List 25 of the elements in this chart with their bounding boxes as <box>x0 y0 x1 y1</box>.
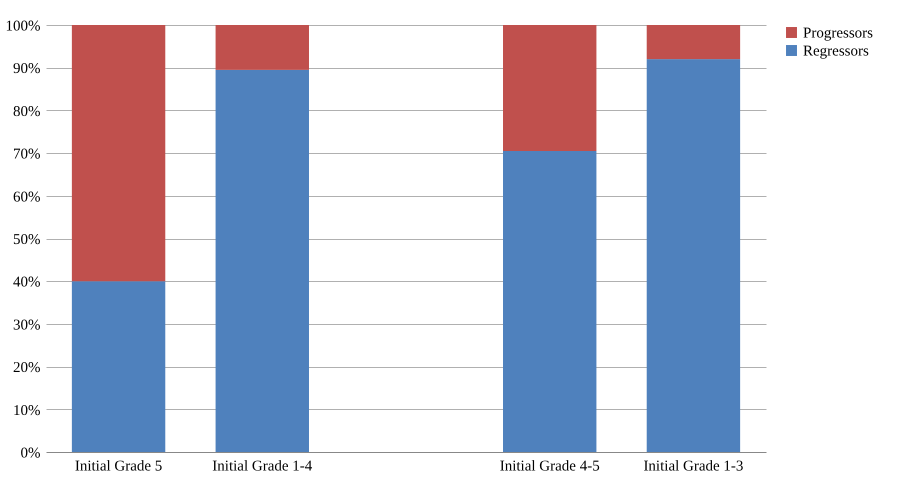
legend-label: Progressors <box>803 26 874 42</box>
y-tick-label: 0% <box>20 446 40 462</box>
x-tick-label: Initial Grade 4-5 <box>500 458 600 474</box>
y-tick-label: 10% <box>13 402 40 419</box>
x-tick-label: Initial Grade 1-3 <box>643 458 744 474</box>
bar <box>646 59 740 452</box>
bar <box>216 70 309 452</box>
y-tick-label: 40% <box>13 274 40 291</box>
y-tick-label: 80% <box>13 104 40 120</box>
y-tick-label: 60% <box>13 189 40 206</box>
x-tick-label: Initial Grade 1-4 <box>212 458 313 474</box>
bar <box>72 281 166 452</box>
bar <box>72 25 166 282</box>
y-tick-label: 50% <box>13 232 40 248</box>
bar <box>503 150 596 452</box>
y-tick-label: 100% <box>6 18 40 34</box>
bar <box>646 25 740 60</box>
y-tick-label: 20% <box>13 360 40 376</box>
bar <box>503 25 596 151</box>
bar <box>216 25 309 70</box>
legend-label: Regressors <box>803 44 869 60</box>
y-tick-label: 70% <box>13 146 40 163</box>
y-tick-label: 90% <box>13 61 40 78</box>
y-tick-label: 30% <box>13 317 40 334</box>
x-tick-label: Initial Grade 5 <box>74 458 162 474</box>
